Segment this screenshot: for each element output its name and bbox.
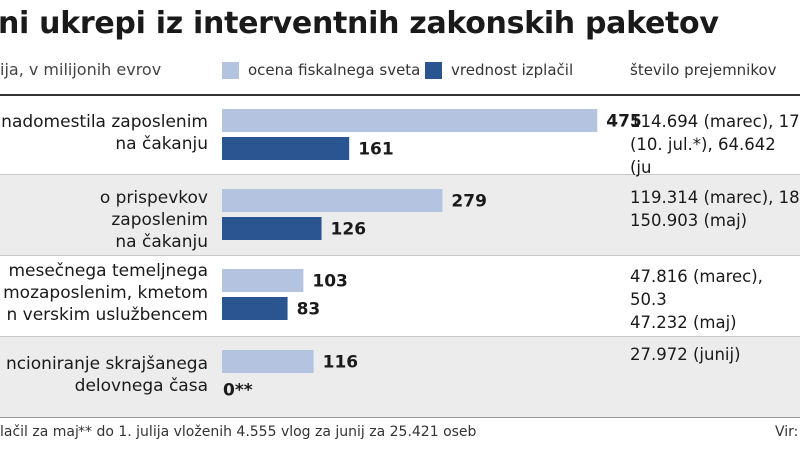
row-band-2	[0, 175, 800, 255]
value-label-payments-3: 83	[297, 300, 321, 320]
recipients-cell-4: 27.972 (junij)	[630, 345, 741, 364]
value-label-payments-4: 0**	[223, 381, 253, 401]
value-label-fiscal-estimate-4: 116	[323, 353, 359, 373]
value-label-payments-1: 161	[358, 140, 394, 160]
value-label-fiscal-estimate-2: 279	[451, 192, 487, 212]
chart-subtitle: ija, v milijonih evrov	[0, 60, 162, 79]
legend-swatch-dark	[425, 61, 442, 79]
source-label: Vir:	[775, 424, 799, 440]
footnote-2: ** do 1. julija vloženih 4.555 vlog za j…	[78, 424, 477, 440]
row-band-4	[0, 337, 800, 417]
bar-payments-3	[222, 297, 288, 320]
value-label-fiscal-estimate-1: 475	[606, 112, 642, 132]
recipients-cell-2: 119.314 (marec), 18 150.903 (maj)	[630, 188, 800, 230]
recipients-cell-1: 114.694 (marec), 17 (10. jul.*), 64.642 …	[630, 112, 800, 177]
row-divider	[0, 255, 800, 256]
bar-fiscal-estimate-2	[222, 189, 443, 212]
footer-rule	[0, 417, 800, 418]
bar-payments-1	[222, 137, 350, 160]
bar-payments-2	[222, 217, 322, 240]
category-label-3: mesečnega temeljnega mozaposlenim, kmeto…	[3, 261, 208, 325]
value-label-fiscal-estimate-3: 103	[312, 272, 348, 292]
legend-label-fiscal-council: ocena fiskalnega sveta	[248, 61, 421, 79]
recipients-cell-3: 47.816 (marec), 50.3 47.232 (maj)	[630, 267, 763, 332]
bar-fiscal-estimate-1	[222, 109, 598, 132]
legend-item-payments: vrednost izplačil	[425, 61, 573, 79]
category-label-4: ncioniranje skrajšanega delovnega časa	[5, 354, 208, 396]
chart-title: ni ukrepi iz interventnih zakonskih pake…	[0, 6, 719, 41]
recipients-header: število prejemnikov	[630, 61, 777, 79]
legend-item-fiscal-council: ocena fiskalnega sveta	[222, 61, 420, 79]
value-label-payments-2: 126	[331, 220, 367, 240]
footnote-1: lačil za maj	[0, 424, 79, 440]
category-label-2: o prispevkov zaposlenim na čakanju	[99, 188, 208, 252]
row-divider	[0, 336, 800, 337]
legend-label-payments: vrednost izplačil	[451, 61, 574, 79]
header-rule	[0, 94, 800, 96]
bar-fiscal-estimate-3	[222, 269, 304, 292]
row-divider	[0, 174, 800, 175]
category-label-1: nadomestila zaposlenim na čakanju	[1, 112, 208, 154]
bar-fiscal-estimate-4	[222, 350, 314, 373]
legend-swatch-light	[222, 61, 239, 79]
